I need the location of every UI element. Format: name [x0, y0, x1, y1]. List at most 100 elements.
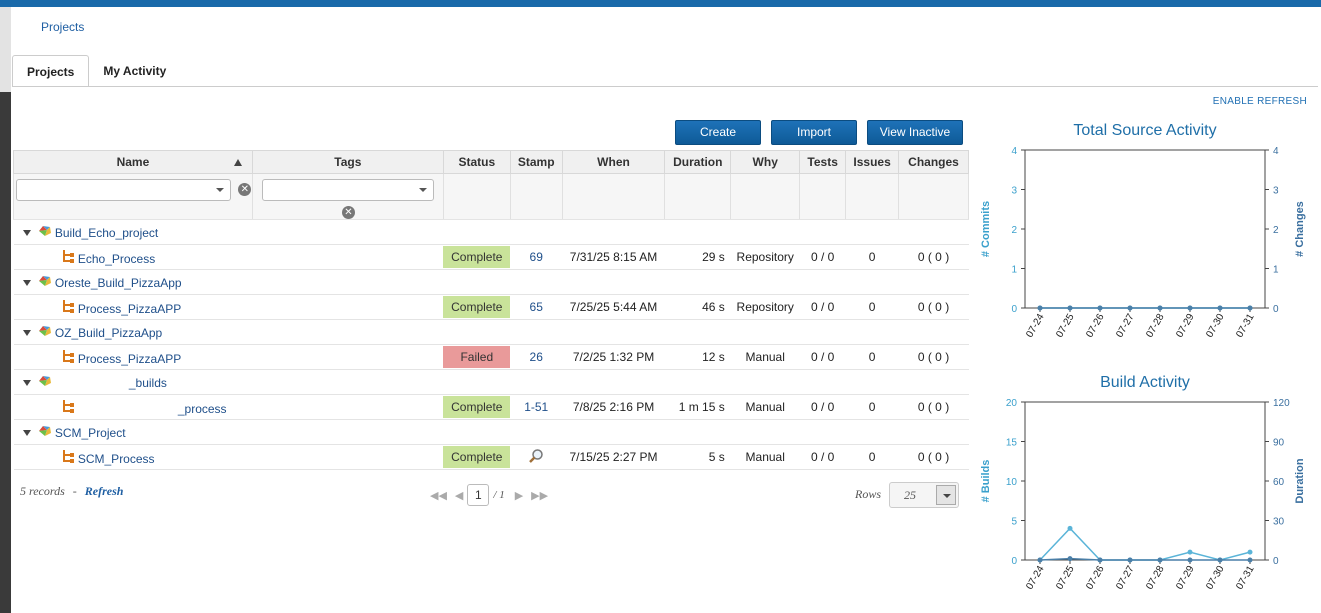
data-point — [1247, 549, 1253, 555]
when-cell: 7/8/25 2:16 PM — [562, 394, 665, 420]
next-page-icon[interactable]: ▶ — [514, 489, 524, 502]
tags-filter-select[interactable] — [261, 179, 434, 201]
process-icon — [61, 249, 75, 266]
stamp-search-icon[interactable] — [510, 444, 563, 470]
y-tick-label-right: 60 — [1273, 477, 1285, 488]
tab-projects[interactable]: Projects — [12, 55, 90, 87]
project-row[interactable]: OZ_Build_PizzaApp — [13, 319, 969, 345]
project-name[interactable]: SCM_Project — [54, 425, 126, 440]
x-tick-label: 07-28 — [1144, 312, 1167, 340]
data-point — [1157, 305, 1163, 311]
status-badge: Complete — [443, 296, 511, 318]
stamp-link[interactable]: 69 — [510, 244, 563, 270]
left-edge-strip — [0, 7, 11, 613]
stamp-link[interactable]: 26 — [510, 344, 563, 370]
stamp-link[interactable]: 65 — [510, 294, 563, 320]
rows-label: Rows — [855, 487, 882, 501]
series-line — [1039, 527, 1251, 561]
collapse-icon[interactable] — [22, 280, 31, 287]
project-row[interactable]: _builds — [13, 369, 969, 395]
status-badge: Complete — [443, 246, 511, 268]
y-axis-label-right: Duration — [1294, 458, 1306, 504]
column-header-stamp[interactable]: Stamp — [509, 150, 563, 174]
name-filter-select[interactable] — [16, 179, 231, 201]
when-cell: 7/31/25 8:15 AM — [562, 244, 665, 270]
data-point — [1247, 557, 1253, 563]
data-point — [1157, 557, 1163, 563]
project-row[interactable]: Oreste_Build_PizzaApp — [13, 269, 969, 295]
first-page-icon[interactable]: ◀◀ — [430, 489, 447, 502]
process-name[interactable]: _process — [177, 401, 227, 416]
project-name[interactable]: Oreste_Build_PizzaApp — [54, 275, 182, 290]
column-header-when[interactable]: When — [561, 150, 666, 174]
column-label: Name — [116, 155, 150, 169]
sort-asc-icon[interactable] — [233, 159, 242, 166]
collapse-icon[interactable] — [22, 380, 31, 387]
process-row: _process Complete 1-51 7/8/25 2:16 PM 1 … — [13, 394, 969, 420]
column-header-status[interactable]: Status — [442, 150, 511, 174]
rows-per-page-select[interactable]: 25 — [889, 482, 959, 508]
collapse-icon[interactable] — [22, 330, 31, 337]
x-tick-label: 07-26 — [1084, 564, 1107, 592]
column-header-why[interactable]: Why — [730, 150, 801, 174]
data-point — [1187, 549, 1193, 555]
x-tick-label: 07-29 — [1174, 312, 1197, 340]
enable-refresh-link[interactable]: ENABLE REFRESH — [1212, 96, 1307, 107]
process-row: SCM_Process Complete 7/15/25 2:27 PM 5 s… — [13, 444, 969, 470]
last-page-icon[interactable]: ▶▶ — [531, 489, 549, 502]
data-point — [1067, 305, 1073, 311]
total-source-activity-chart: Total Source Activity 0 1 2 3 4 0 1 2 3 4 07-24 07-2… — [980, 122, 1306, 340]
column-header-tests[interactable]: Tests — [799, 150, 847, 174]
data-point — [1067, 556, 1073, 562]
process-row: Process_PizzaAPP Complete 65 7/25/25 5:4… — [13, 294, 969, 320]
project-name[interactable]: _builds — [128, 375, 167, 390]
refresh-link[interactable]: Refresh — [84, 484, 124, 498]
data-point — [1037, 557, 1043, 563]
create-button[interactable]: Create — [675, 120, 761, 145]
project-icon — [38, 325, 52, 340]
tests-cell: 0 / 0 — [799, 244, 846, 270]
column-header-duration[interactable]: Duration — [664, 150, 732, 174]
filter-row: ✕ ✕ — [13, 173, 969, 220]
data-point — [1247, 305, 1253, 311]
prev-page-icon[interactable]: ◀ — [454, 489, 464, 502]
duration-cell: 29 s — [664, 244, 731, 270]
process-name[interactable]: Process_PizzaAPP — [77, 301, 182, 316]
process-name[interactable]: Echo_Process — [77, 251, 156, 266]
table-body: Build_Echo_project Echo_Process Complete… — [13, 219, 969, 470]
when-cell: 7/25/25 5:44 AM — [562, 294, 665, 320]
process-row: Process_PizzaAPP Failed 26 7/2/25 1:32 P… — [13, 344, 969, 370]
tab-my-activity[interactable]: My Activity — [103, 64, 167, 78]
project-name[interactable]: Build_Echo_project — [54, 225, 159, 240]
project-icon — [38, 375, 52, 390]
stamp-link[interactable]: 1-51 — [510, 394, 563, 420]
header-row: Name Tags Status Stamp When Duration Why… — [13, 150, 969, 174]
collapse-icon[interactable] — [22, 230, 31, 237]
page-input[interactable]: 1 — [467, 484, 490, 506]
column-header-name[interactable]: Name — [13, 150, 253, 174]
collapse-icon[interactable] — [22, 430, 31, 437]
x-tick-label: 07-25 — [1054, 312, 1077, 340]
process-name[interactable]: SCM_Process — [77, 451, 155, 466]
changes-cell: 0 ( 0 ) — [898, 444, 969, 470]
import-button[interactable]: Import — [771, 120, 857, 145]
y-tick-label-left: 0 — [1011, 304, 1017, 315]
project-icon — [38, 425, 52, 440]
chevron-down-icon[interactable] — [936, 485, 956, 505]
tests-cell: 0 / 0 — [799, 394, 846, 420]
column-header-issues[interactable]: Issues — [845, 150, 900, 174]
clear-filter-icon[interactable]: ✕ — [238, 183, 252, 196]
process-name[interactable]: Process_PizzaAPP — [77, 351, 182, 366]
view-inactive-button[interactable]: View Inactive — [867, 120, 963, 145]
clear-filter-icon[interactable]: ✕ — [341, 206, 355, 219]
top-accent-bar — [0, 0, 1321, 7]
breadcrumb-projects[interactable]: Projects — [41, 20, 85, 34]
column-header-changes[interactable]: Changes — [898, 150, 969, 174]
project-row[interactable]: SCM_Project — [13, 419, 969, 445]
tests-cell: 0 / 0 — [799, 344, 846, 370]
project-name[interactable]: OZ_Build_PizzaApp — [54, 325, 163, 340]
column-header-tags[interactable]: Tags — [251, 150, 444, 174]
y-tick-label-right: 30 — [1273, 517, 1285, 528]
y-tick-label-left: 1 — [1011, 265, 1017, 276]
project-row[interactable]: Build_Echo_project — [13, 219, 969, 245]
